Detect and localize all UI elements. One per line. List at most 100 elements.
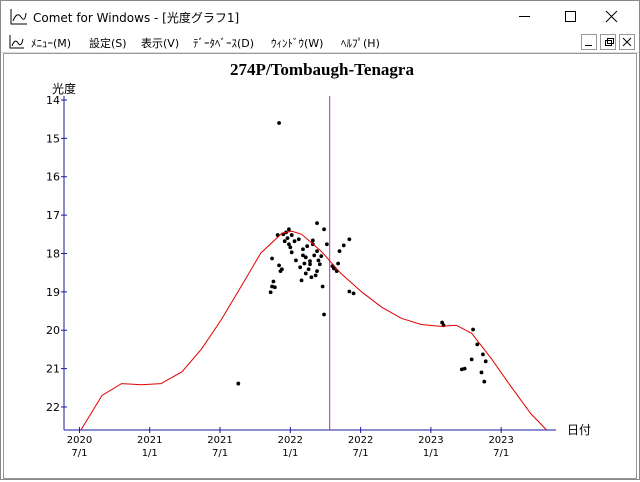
observation: [312, 253, 317, 258]
x-tick-label: 2022: [348, 435, 373, 446]
observation: [317, 262, 322, 267]
y-axis-label: 光度: [52, 81, 76, 96]
graph-area: 274P/Tombaugh-Tenagra 光度 日付 14 15 16 17 18 19…: [3, 53, 637, 479]
observation: [287, 227, 291, 232]
doc-icon: [9, 35, 24, 49]
y-tick-label: 19: [46, 286, 60, 299]
x-tick-label: 1/1: [423, 448, 439, 459]
observation: [306, 267, 311, 272]
observation: [482, 379, 487, 384]
menu-item[interactable]: ﾒﾆｭｰ(M): [31, 37, 72, 50]
x-tick-label: 2023: [488, 435, 513, 446]
x-tick-label: 2022: [278, 435, 303, 446]
y-tick-label: 18: [46, 247, 60, 260]
observation: [315, 221, 319, 226]
close-button[interactable]: [605, 10, 618, 23]
observation: [271, 279, 276, 284]
y-tick-label: 15: [46, 132, 60, 145]
mdi-controls: [581, 34, 635, 50]
observation: [475, 342, 480, 347]
observation: [324, 242, 329, 247]
observation: [481, 352, 485, 357]
observation: [322, 227, 326, 232]
observation: [347, 289, 352, 294]
observation: [294, 258, 298, 263]
observation: [316, 258, 321, 263]
y-tick-label: 20: [46, 324, 60, 337]
observation: [302, 261, 307, 266]
observation: [347, 237, 352, 242]
x-tick-label: 2023: [418, 435, 443, 446]
x-tick-label: 1/1: [142, 448, 158, 459]
observation: [270, 256, 274, 261]
observation: [305, 244, 310, 249]
prediction-curve: [80, 230, 547, 431]
menu-item[interactable]: 設定(S): [89, 37, 127, 50]
observation: [320, 284, 325, 289]
observation: [277, 121, 281, 125]
observation: [483, 359, 488, 364]
menu-bar: ﾒﾆｭｰ(M) 設定(S) 表示(V) ﾃﾞｰﾀﾍﾞｰｽ(D) ｳｨﾝﾄﾞｳ(W…: [1, 32, 639, 53]
x-tick-label: 7/1: [493, 448, 509, 459]
window-title: Comet for Windows - [光度グラフ1]: [33, 11, 240, 25]
observation: [285, 236, 290, 241]
menu-item[interactable]: ﾍﾙﾌﾟ(H): [341, 37, 380, 50]
observation: [308, 259, 312, 264]
observation: [301, 247, 305, 252]
menu-item[interactable]: 表示(V): [141, 37, 180, 50]
y-tick-label: 14: [46, 94, 60, 107]
observation: [337, 249, 342, 254]
maximize-button[interactable]: [565, 11, 576, 22]
x-tick-label: 2021: [137, 435, 162, 446]
x-tick-label: 2020: [67, 435, 92, 446]
observation: [236, 381, 241, 386]
observation: [288, 245, 293, 250]
y-tick-label: 16: [46, 171, 60, 184]
observation: [277, 263, 281, 268]
y-tick-label: 17: [46, 209, 60, 222]
x-tick-label: 7/1: [353, 448, 369, 459]
observation: [292, 239, 297, 244]
observation: [303, 271, 308, 276]
observation: [268, 290, 273, 295]
observation: [289, 233, 294, 237]
app-icon: [10, 9, 27, 25]
observation: [310, 238, 315, 243]
y-tick-label: 21: [46, 363, 60, 376]
observation: [341, 243, 346, 248]
y-tick-label: 22: [46, 401, 60, 414]
observation: [287, 242, 291, 247]
observation: [296, 237, 301, 242]
observation: [303, 255, 308, 260]
x-tick-label: 7/1: [71, 448, 87, 459]
window-controls: [519, 10, 618, 23]
menu-item[interactable]: ｳｨﾝﾄﾞｳ(W): [271, 37, 324, 50]
observation: [298, 265, 303, 270]
observation: [315, 249, 319, 254]
mdi-minimize[interactable]: [581, 34, 597, 50]
observation: [336, 261, 341, 266]
observation: [313, 273, 318, 278]
observation: [308, 262, 312, 267]
observation: [471, 327, 475, 332]
observation: [479, 370, 484, 375]
observation: [469, 357, 474, 362]
x-tick-label: 7/1: [212, 448, 228, 459]
x-tick-label: 1/1: [282, 448, 298, 459]
observation: [299, 278, 304, 283]
observation: [322, 312, 326, 317]
observation: [282, 239, 287, 244]
chart-title: 274P/Tombaugh-Tenagra: [230, 60, 414, 79]
observation: [309, 275, 314, 280]
menu-item[interactable]: ﾃﾞｰﾀﾍﾞｰｽ(D): [193, 37, 255, 50]
title-bar: Comet for Windows - [光度グラフ1]: [1, 1, 639, 32]
observation: [279, 267, 284, 272]
observation: [289, 250, 294, 255]
observation: [462, 366, 467, 371]
observation: [272, 285, 277, 290]
observation: [315, 269, 319, 274]
x-tick-label: 2021: [207, 435, 232, 446]
chart: 274P/Tombaugh-Tenagra 光度 日付 14 15 16 17 18 19…: [46, 60, 591, 459]
observation: [319, 254, 324, 259]
